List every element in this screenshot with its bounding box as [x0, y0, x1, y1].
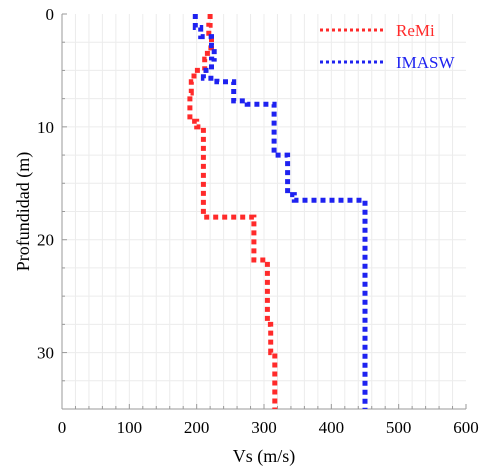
series-line-imasw: [192, 14, 368, 409]
legend-label-remi: ReMi: [396, 21, 435, 40]
axes: 0 100 200 300 400 500 600 0 10 20 30: [37, 5, 479, 437]
x-tick-label: 600: [453, 418, 479, 437]
legend-label-imasw: IMASW: [396, 53, 456, 72]
y-tick-label: 30: [37, 344, 54, 363]
x-tick-label: 0: [58, 418, 67, 437]
y-tick-label: 0: [46, 5, 55, 24]
legend: ReMi IMASW: [320, 21, 456, 72]
x-tick-label: 300: [251, 418, 277, 437]
y-axis-label: Profundidad (m): [13, 152, 34, 271]
x-tick-label: 100: [117, 418, 143, 437]
x-axis-label: Vs (m/s): [233, 446, 296, 467]
y-tick-label: 10: [37, 118, 54, 137]
grid-lines: [62, 14, 466, 409]
series-layer: [187, 14, 368, 409]
y-tick-label: 20: [37, 231, 54, 250]
x-tick-label: 200: [184, 418, 210, 437]
series-line-remi: [187, 14, 278, 409]
x-tick-label: 400: [319, 418, 345, 437]
x-tick-label: 500: [386, 418, 412, 437]
